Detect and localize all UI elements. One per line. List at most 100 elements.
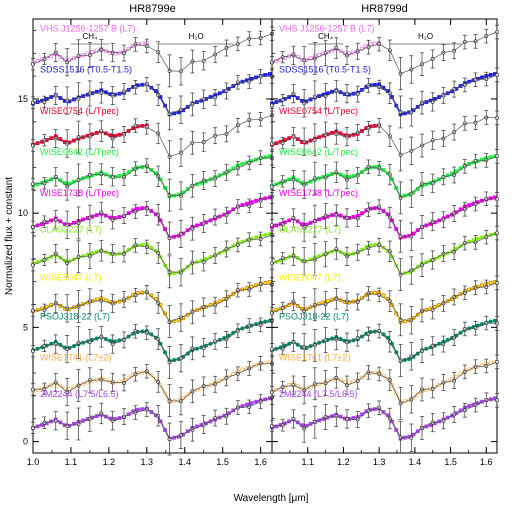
- template-point: [317, 94, 322, 98]
- template-point: [467, 404, 472, 408]
- data-point: [31, 263, 35, 268]
- data-point: [270, 103, 274, 108]
- template-point: [231, 408, 236, 413]
- data-point: [31, 349, 35, 354]
- template-point: [131, 331, 136, 336]
- template-point: [158, 177, 163, 182]
- template-point: [351, 174, 356, 178]
- series-label: PSOJ318-22 (L7): [40, 311, 110, 321]
- template-point: [488, 196, 493, 201]
- template-point: [113, 133, 117, 138]
- template-point: [149, 293, 154, 298]
- template-point: [49, 136, 54, 141]
- series-right-1: SDSS1516 (T0.5-T1.5): [270, 65, 499, 129]
- template-point: [274, 424, 279, 429]
- template-point: [381, 332, 386, 337]
- data-line: [271, 232, 498, 276]
- data-point: [495, 73, 499, 77]
- template-point: [117, 174, 122, 178]
- data-line: [32, 33, 273, 72]
- data-line: [271, 31, 498, 75]
- series-label: VHS J1256-1257 B (L7): [279, 24, 375, 34]
- template-point: [359, 295, 364, 300]
- x-tick-label: 1.6: [254, 457, 267, 467]
- series-label: SDSS1516 (T0.5-T1.5): [40, 65, 132, 75]
- template-point: [424, 387, 429, 392]
- series-label: WISE1741 (L7±2): [40, 352, 111, 362]
- template-point: [153, 376, 158, 381]
- template-point: [299, 306, 304, 311]
- template-point: [249, 200, 254, 205]
- template-point: [263, 232, 268, 237]
- series-right-4: WISE1738 (L/Tpec): [270, 188, 499, 253]
- template-point: [368, 243, 373, 248]
- series-right-9: 2M2244 (L7.5/L6.5): [270, 389, 499, 454]
- template-point: [231, 207, 236, 212]
- y-tick-label: 10: [18, 208, 28, 218]
- template-point: [194, 223, 199, 228]
- x-tick-label: 1.5: [216, 457, 229, 467]
- data-line: [32, 196, 273, 239]
- x-tick-label: 1.1: [301, 457, 314, 467]
- data-point: [31, 62, 35, 67]
- data-line: [271, 155, 498, 199]
- template-point: [245, 402, 249, 407]
- panel-right-hr8799d: HR8799d 1.1 1.2 1.3 1.4 1.5 1.6 CH₄ H₂O VHS J1256…: [269, 3, 499, 467]
- template-point: [72, 421, 76, 426]
- data-point: [270, 311, 274, 316]
- data-line: [271, 117, 498, 156]
- template-point: [308, 56, 313, 61]
- x-tick-label: 1.1: [65, 457, 78, 467]
- template-point: [402, 111, 407, 116]
- template-point: [226, 333, 231, 338]
- template-point: [208, 95, 213, 99]
- series-label: WISE0642 (L/Tpec): [279, 147, 358, 157]
- template-point: [454, 169, 459, 174]
- data-line: [32, 283, 273, 323]
- series-label: WISE1741 (L7±2): [279, 352, 350, 362]
- template-point: [479, 283, 484, 288]
- x-tick-label: 1.4: [409, 457, 422, 467]
- template-point: [35, 59, 40, 63]
- data-line: [32, 362, 273, 402]
- series-left-2: WISE0754 (L/Tpec): [31, 106, 274, 174]
- series-left-5: ULAS2227 (L7): [30, 225, 274, 289]
- template-point: [385, 212, 390, 217]
- template-point: [467, 203, 472, 207]
- data-point: [495, 154, 499, 159]
- series-label: VHS J1256-1257 B (L7): [40, 24, 136, 34]
- data-point: [270, 261, 274, 266]
- x-tick-label: 1.2: [337, 457, 350, 467]
- template-point: [295, 219, 300, 224]
- data-line: [271, 361, 498, 404]
- template-point: [240, 203, 245, 207]
- data-line: [32, 157, 273, 196]
- template-point: [351, 215, 356, 219]
- template-point: [287, 177, 292, 182]
- template-point: [263, 360, 268, 365]
- template-point: [458, 243, 463, 248]
- template-point: [338, 378, 343, 383]
- x-tick-label: 1.3: [373, 457, 386, 467]
- axis-labels: Normalized flux + constant Wavelength [μ…: [4, 177, 309, 504]
- series-left-7: PSOJ318-22 (L7): [30, 311, 274, 379]
- series-label: WISE0754 (L/Tpec): [40, 106, 119, 116]
- template-point: [72, 220, 76, 225]
- template-point: [140, 124, 145, 128]
- data-line: [271, 399, 498, 439]
- y-tick-label: 5: [23, 322, 28, 332]
- series-right-3: WISE0642 (L/Tpec): [270, 147, 499, 215]
- data-line: [32, 75, 273, 115]
- series-right-5: ULAS2227 (L7): [269, 225, 499, 291]
- panel-left-hr8799e: HR8799e 1.0 1.1 1.2 1.3 1.4 1.5 1.6 0 5 10 15 CH₄ H₂O…: [18, 3, 274, 467]
- template-line: [32, 232, 273, 275]
- series-right-7: PSOJ318-22 (L7): [269, 311, 499, 377]
- series-label: ULAS2227 (L7): [40, 225, 102, 235]
- template-point: [385, 335, 390, 340]
- template-point: [480, 75, 484, 80]
- x-tick-label: 1.4: [178, 457, 191, 467]
- series-label: PSOJ318-22 (L7): [279, 311, 349, 321]
- template-point: [94, 297, 99, 302]
- template-point: [194, 346, 199, 351]
- template-point: [172, 111, 177, 116]
